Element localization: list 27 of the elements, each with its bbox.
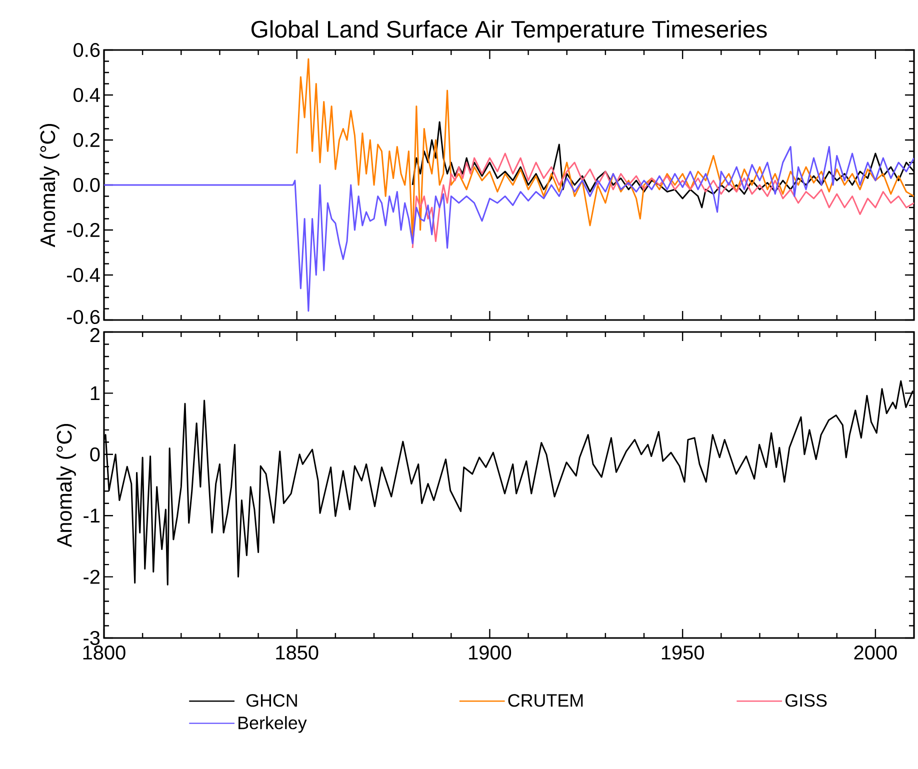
legend-label: Berkeley bbox=[238, 716, 307, 733]
chart-title: Global Land Surface Air Temperature Timeseries bbox=[252, 20, 767, 43]
y-tick-label: -3 bbox=[84, 630, 100, 646]
y-tick-label: -0.6 bbox=[67, 310, 100, 324]
line-series bbox=[412, 152, 914, 249]
line-series bbox=[104, 146, 914, 312]
y-tick-label: 0.2 bbox=[74, 132, 100, 148]
legend-label: GISS bbox=[786, 694, 827, 707]
x-tick-label: 1950 bbox=[662, 646, 704, 660]
y-tick-label: 0 bbox=[90, 447, 100, 462]
y-tick-label: 2 bbox=[90, 328, 100, 342]
y-axis-title: Anomaly (°C) bbox=[56, 424, 76, 548]
y-tick-label: 0.4 bbox=[74, 88, 100, 102]
y-tick-label: -0.4 bbox=[67, 268, 100, 282]
y-tick-label: -1 bbox=[84, 508, 100, 522]
x-tick-label: 1850 bbox=[276, 646, 318, 660]
y-tick-label: 0.6 bbox=[74, 42, 100, 58]
x-tick-label: 1900 bbox=[469, 646, 512, 660]
y-tick-label: -0.2 bbox=[67, 222, 100, 238]
y-axis-title: Anomaly (°C) bbox=[40, 124, 60, 248]
y-tick-label: 0.0 bbox=[74, 178, 100, 192]
x-tick-label: 2000 bbox=[854, 646, 897, 660]
legend-label: CRUTEM bbox=[508, 694, 583, 707]
y-tick-label: 1 bbox=[90, 386, 100, 400]
legend-label: GHCN bbox=[246, 694, 297, 707]
y-tick-label: -2 bbox=[84, 570, 100, 584]
x-tick-label: 1800 bbox=[83, 646, 126, 660]
